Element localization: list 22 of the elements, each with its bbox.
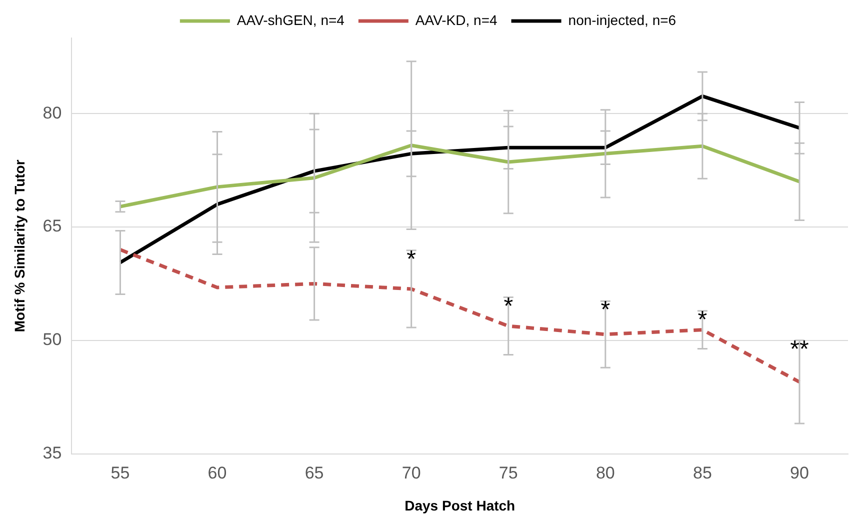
y-tick-label: 65 <box>42 216 62 236</box>
legend-label: non-injected, n=6 <box>568 12 676 28</box>
annotation: * <box>600 296 610 324</box>
x-tick-label: 85 <box>692 464 712 483</box>
x-tick-label: 70 <box>402 464 421 483</box>
x-tick-label: 65 <box>304 464 324 483</box>
x-tick-label: 75 <box>498 464 518 483</box>
y-tick-label: 80 <box>42 103 62 122</box>
x-tick-label: 60 <box>208 464 227 483</box>
x-axis-title: Days Post Hatch <box>404 497 516 514</box>
legend-label: AAV-shGEN, n=4 <box>236 12 345 28</box>
x-tick-label: 80 <box>596 464 615 483</box>
annotation: * <box>406 246 416 274</box>
x-tick-label: 55 <box>110 464 130 483</box>
annotation: * <box>504 292 514 320</box>
annotation: * <box>698 306 708 334</box>
y-tick-label: 35 <box>42 443 62 462</box>
annotation: ** <box>790 336 809 364</box>
legend-label: AAV-KD, n=4 <box>415 12 498 28</box>
y-tick-label: 50 <box>42 330 62 350</box>
y-axis-title: Motif % Similarity to Tutor <box>11 159 28 332</box>
x-tick-label: 90 <box>790 464 809 483</box>
